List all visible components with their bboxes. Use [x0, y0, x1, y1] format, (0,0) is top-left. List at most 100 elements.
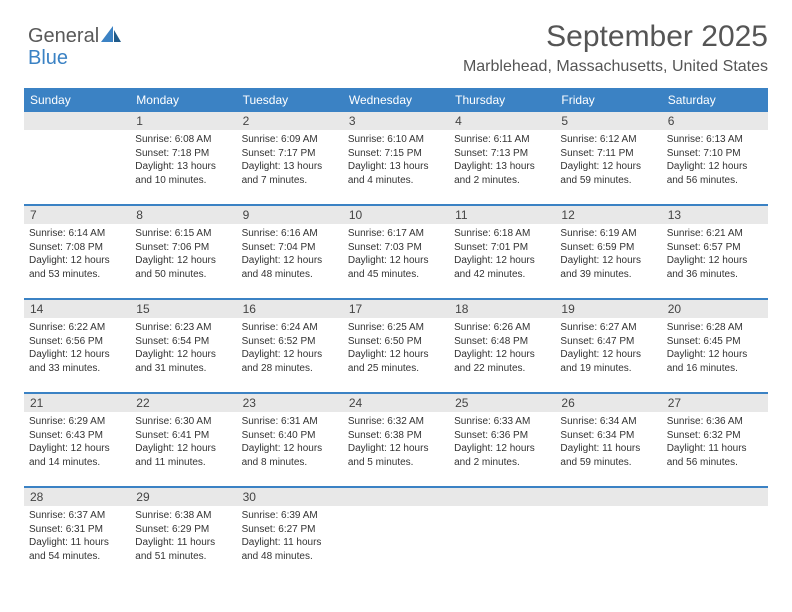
day-number: 10 [343, 206, 449, 224]
day-cell: Sunrise: 6:15 AMSunset: 7:06 PMDaylight:… [130, 224, 236, 298]
daylight-line2: and 2 minutes. [454, 456, 550, 470]
day-cell: Sunrise: 6:33 AMSunset: 6:36 PMDaylight:… [449, 412, 555, 486]
daylight-line2: and 51 minutes. [135, 550, 231, 564]
sunset-text: Sunset: 6:59 PM [560, 241, 656, 255]
daylight-line2: and 14 minutes. [29, 456, 125, 470]
sunset-text: Sunset: 6:43 PM [29, 429, 125, 443]
day-cell: Sunrise: 6:29 AMSunset: 6:43 PMDaylight:… [24, 412, 130, 486]
sunrise-text: Sunrise: 6:29 AM [29, 415, 125, 429]
day-cell: Sunrise: 6:38 AMSunset: 6:29 PMDaylight:… [130, 506, 236, 580]
logo-sail-icon [101, 26, 121, 42]
day-cell: Sunrise: 6:08 AMSunset: 7:18 PMDaylight:… [130, 130, 236, 204]
sunrise-text: Sunrise: 6:31 AM [242, 415, 338, 429]
day-number: 22 [130, 394, 236, 412]
daylight-line1: Daylight: 12 hours [560, 348, 656, 362]
dow-cell: Saturday [662, 88, 768, 112]
day-cell: Sunrise: 6:16 AMSunset: 7:04 PMDaylight:… [237, 224, 343, 298]
daylight-line2: and 7 minutes. [242, 174, 338, 188]
sunset-text: Sunset: 6:40 PM [242, 429, 338, 443]
daylight-line1: Daylight: 12 hours [29, 254, 125, 268]
sunrise-text: Sunrise: 6:24 AM [242, 321, 338, 335]
day-number: 20 [662, 300, 768, 318]
dow-cell: Friday [555, 88, 661, 112]
sunset-text: Sunset: 7:18 PM [135, 147, 231, 161]
sunrise-text: Sunrise: 6:28 AM [667, 321, 763, 335]
sunset-text: Sunset: 7:15 PM [348, 147, 444, 161]
day-cell: Sunrise: 6:27 AMSunset: 6:47 PMDaylight:… [555, 318, 661, 392]
sunrise-text: Sunrise: 6:17 AM [348, 227, 444, 241]
daylight-line2: and 36 minutes. [667, 268, 763, 282]
sunset-text: Sunset: 7:04 PM [242, 241, 338, 255]
day-number [555, 488, 661, 506]
daylight-line1: Daylight: 13 hours [454, 160, 550, 174]
week-row: Sunrise: 6:22 AMSunset: 6:56 PMDaylight:… [24, 318, 768, 392]
sunrise-text: Sunrise: 6:32 AM [348, 415, 444, 429]
day-number: 28 [24, 488, 130, 506]
daylight-line1: Daylight: 12 hours [348, 442, 444, 456]
sunset-text: Sunset: 7:10 PM [667, 147, 763, 161]
brand-word1: General [28, 25, 99, 47]
daylight-line1: Daylight: 11 hours [667, 442, 763, 456]
brand-text: General Blue [28, 24, 121, 69]
day-cell [555, 506, 661, 580]
day-number [662, 488, 768, 506]
day-number: 25 [449, 394, 555, 412]
day-number: 12 [555, 206, 661, 224]
daylight-line1: Daylight: 12 hours [29, 442, 125, 456]
day-number: 8 [130, 206, 236, 224]
day-number-row: 14151617181920 [24, 298, 768, 318]
daylight-line1: Daylight: 12 hours [135, 254, 231, 268]
daylight-line2: and 19 minutes. [560, 362, 656, 376]
daylight-line1: Daylight: 12 hours [242, 254, 338, 268]
weeks-container: 123456Sunrise: 6:08 AMSunset: 7:18 PMDay… [24, 112, 768, 580]
daylight-line2: and 54 minutes. [29, 550, 125, 564]
brand-logo: General Blue [28, 24, 121, 69]
day-number [449, 488, 555, 506]
daylight-line2: and 56 minutes. [667, 456, 763, 470]
day-cell: Sunrise: 6:22 AMSunset: 6:56 PMDaylight:… [24, 318, 130, 392]
sunrise-text: Sunrise: 6:10 AM [348, 133, 444, 147]
week-row: Sunrise: 6:14 AMSunset: 7:08 PMDaylight:… [24, 224, 768, 298]
day-number: 30 [237, 488, 343, 506]
daylight-line2: and 45 minutes. [348, 268, 444, 282]
sunrise-text: Sunrise: 6:34 AM [560, 415, 656, 429]
sunset-text: Sunset: 7:13 PM [454, 147, 550, 161]
week-row: Sunrise: 6:37 AMSunset: 6:31 PMDaylight:… [24, 506, 768, 580]
calendar: SundayMondayTuesdayWednesdayThursdayFrid… [24, 88, 768, 580]
day-cell: Sunrise: 6:34 AMSunset: 6:34 PMDaylight:… [555, 412, 661, 486]
day-number: 9 [237, 206, 343, 224]
day-number: 17 [343, 300, 449, 318]
day-cell: Sunrise: 6:39 AMSunset: 6:27 PMDaylight:… [237, 506, 343, 580]
sunrise-text: Sunrise: 6:15 AM [135, 227, 231, 241]
day-cell: Sunrise: 6:21 AMSunset: 6:57 PMDaylight:… [662, 224, 768, 298]
day-cell: Sunrise: 6:24 AMSunset: 6:52 PMDaylight:… [237, 318, 343, 392]
day-number [343, 488, 449, 506]
day-number-row: 78910111213 [24, 204, 768, 224]
day-number-row: 282930 [24, 486, 768, 506]
daylight-line1: Daylight: 12 hours [454, 254, 550, 268]
daylight-line2: and 50 minutes. [135, 268, 231, 282]
sunrise-text: Sunrise: 6:11 AM [454, 133, 550, 147]
daylight-line2: and 56 minutes. [667, 174, 763, 188]
sunrise-text: Sunrise: 6:22 AM [29, 321, 125, 335]
sunset-text: Sunset: 7:08 PM [29, 241, 125, 255]
day-cell: Sunrise: 6:32 AMSunset: 6:38 PMDaylight:… [343, 412, 449, 486]
sunset-text: Sunset: 6:47 PM [560, 335, 656, 349]
daylight-line1: Daylight: 11 hours [242, 536, 338, 550]
sunrise-text: Sunrise: 6:39 AM [242, 509, 338, 523]
dow-cell: Thursday [449, 88, 555, 112]
daylight-line2: and 22 minutes. [454, 362, 550, 376]
day-number: 11 [449, 206, 555, 224]
day-number: 15 [130, 300, 236, 318]
daylight-line1: Daylight: 12 hours [560, 254, 656, 268]
day-cell: Sunrise: 6:17 AMSunset: 7:03 PMDaylight:… [343, 224, 449, 298]
day-number: 27 [662, 394, 768, 412]
sunset-text: Sunset: 6:41 PM [135, 429, 231, 443]
day-number: 23 [237, 394, 343, 412]
dow-cell: Wednesday [343, 88, 449, 112]
daylight-line1: Daylight: 11 hours [560, 442, 656, 456]
daylight-line1: Daylight: 11 hours [135, 536, 231, 550]
sunset-text: Sunset: 6:45 PM [667, 335, 763, 349]
day-cell: Sunrise: 6:09 AMSunset: 7:17 PMDaylight:… [237, 130, 343, 204]
sunrise-text: Sunrise: 6:21 AM [667, 227, 763, 241]
